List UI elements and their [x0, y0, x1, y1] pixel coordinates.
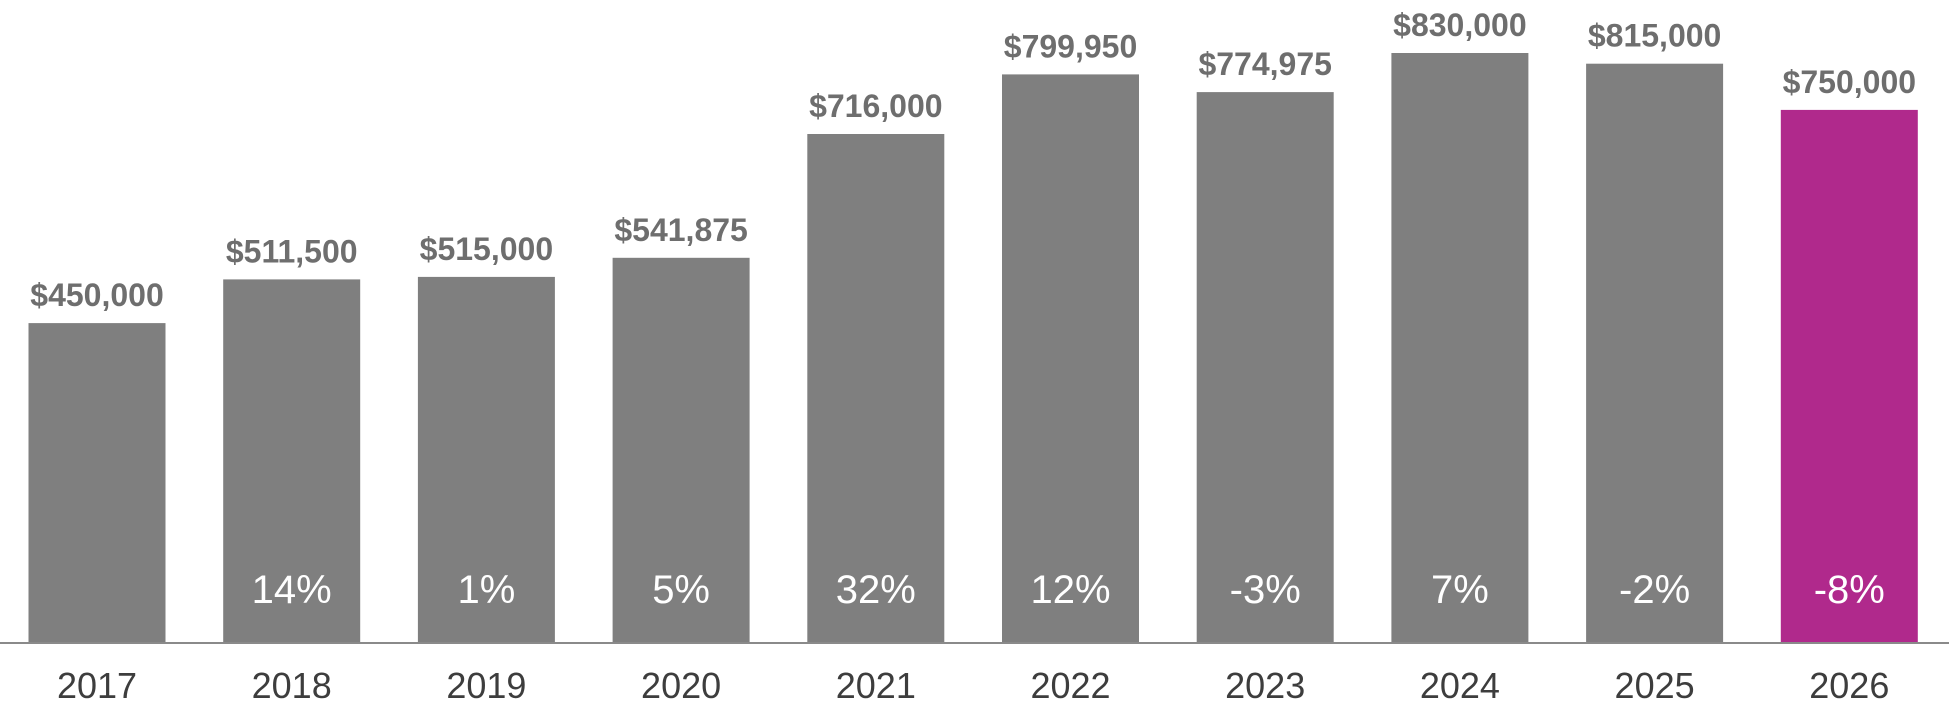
bar-2017 [28, 323, 166, 643]
bar-2024 [1391, 53, 1529, 643]
x-tick-label-2024: 2024 [1420, 665, 1500, 706]
value-label-2021: $716,000 [809, 88, 942, 124]
bar-2018 [223, 279, 361, 643]
change-label-2018: 14% [252, 568, 332, 612]
change-label-2021: 32% [836, 568, 916, 612]
x-tick-label-2025: 2025 [1615, 665, 1695, 706]
x-tick-labels-group: 2017 2018 2019 2020 2021 2022 2023 2024 2025 2026 [57, 665, 1889, 706]
bar-2021 [807, 134, 945, 643]
x-tick-label-2022: 2022 [1030, 665, 1110, 706]
bar-2020 [612, 257, 750, 643]
change-label-2025: -2% [1619, 568, 1690, 612]
value-label-2019: $515,000 [420, 231, 553, 267]
x-tick-label-2019: 2019 [446, 665, 526, 706]
x-tick-label-2023: 2023 [1225, 665, 1305, 706]
value-label-2022: $799,950 [1004, 28, 1137, 64]
value-label-2025: $815,000 [1588, 18, 1721, 54]
bar-2026 [1780, 109, 1918, 643]
change-label-2022: 12% [1030, 568, 1110, 612]
value-labels-group: $450,000 $511,500 $515,000 $541,875 $716,000… [30, 7, 1916, 313]
change-label-2024: 7% [1431, 568, 1489, 612]
bar-2022 [1002, 74, 1139, 643]
bars-group [28, 53, 1918, 644]
value-label-2024: $830,000 [1393, 7, 1526, 43]
x-tick-label-2020: 2020 [641, 665, 721, 706]
x-tick-label-2021: 2021 [836, 665, 916, 706]
bar-2023 [1196, 92, 1334, 644]
change-label-2023: -3% [1230, 568, 1301, 612]
change-label-2026: -8% [1814, 568, 1885, 612]
change-label-2020: 5% [652, 568, 710, 612]
value-label-2017: $450,000 [30, 277, 163, 313]
bar-2019 [417, 276, 555, 643]
x-tick-label-2017: 2017 [57, 665, 137, 706]
x-tick-label-2018: 2018 [252, 665, 332, 706]
change-label-2019: 1% [457, 568, 515, 612]
value-label-2026: $750,000 [1783, 64, 1916, 100]
value-label-2018: $511,500 [226, 233, 358, 269]
change-labels-group: 14% 1% 5% 32% 12% -3% 7% -2% -8% [252, 568, 1885, 612]
x-tick-label-2026: 2026 [1809, 665, 1889, 706]
value-label-2020: $541,875 [614, 212, 747, 248]
bar-2025 [1586, 63, 1724, 643]
value-label-2023: $774,975 [1198, 46, 1331, 82]
